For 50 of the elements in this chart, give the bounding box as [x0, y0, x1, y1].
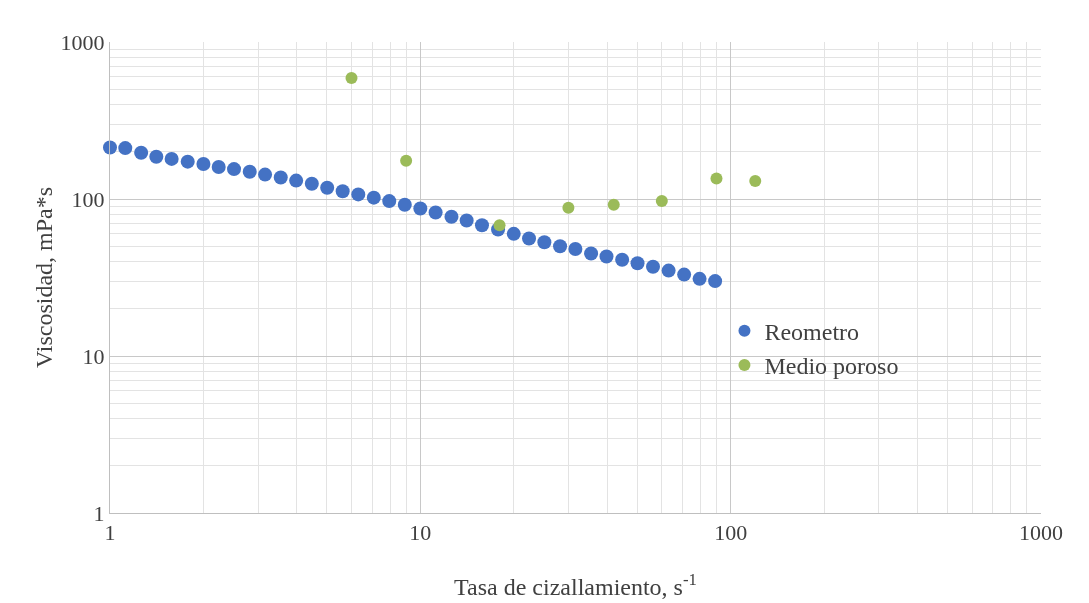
point — [351, 187, 366, 202]
point — [444, 209, 459, 224]
point — [289, 173, 304, 188]
point — [615, 252, 630, 267]
x-tick-label: 1000 — [1019, 520, 1063, 546]
point — [568, 242, 583, 257]
point — [428, 205, 443, 220]
legend-label: Reometro — [764, 319, 860, 346]
point — [692, 271, 707, 286]
point — [134, 145, 149, 160]
y-tick-label: 10 — [82, 343, 105, 369]
x-tick-label: 10 — [409, 520, 432, 546]
point — [149, 149, 164, 164]
legend-label: Medio poroso — [764, 353, 899, 380]
point — [459, 213, 474, 228]
y-tick-label: 100 — [71, 186, 105, 212]
point — [413, 201, 428, 216]
point — [227, 162, 242, 177]
point — [118, 141, 133, 156]
y-tick-label: 1 — [93, 500, 105, 526]
point — [180, 154, 195, 169]
point — [196, 157, 211, 172]
point — [677, 267, 692, 282]
y-tick-label: 1000 — [60, 29, 105, 55]
point — [661, 263, 676, 278]
point — [366, 190, 381, 205]
point — [646, 259, 660, 274]
point — [242, 164, 257, 179]
point — [506, 226, 521, 241]
point — [553, 239, 568, 254]
point — [164, 151, 179, 166]
point — [522, 231, 537, 246]
point — [258, 167, 273, 182]
point — [474, 218, 489, 233]
x-axis-title: Tasa de cizallamiento, s$^{-1}$ — [454, 569, 697, 600]
point — [273, 170, 288, 185]
point — [335, 184, 350, 199]
point — [630, 256, 645, 271]
point — [211, 159, 226, 174]
point — [320, 180, 335, 195]
y-axis-title: Viscosidad, mPa*s — [31, 186, 57, 369]
point — [382, 194, 397, 209]
point — [584, 246, 599, 261]
point — [599, 249, 614, 264]
point — [708, 274, 723, 289]
point — [304, 176, 319, 191]
point — [397, 197, 412, 212]
point — [103, 140, 117, 155]
x-tick-label: 100 — [714, 520, 748, 546]
point — [537, 235, 552, 250]
